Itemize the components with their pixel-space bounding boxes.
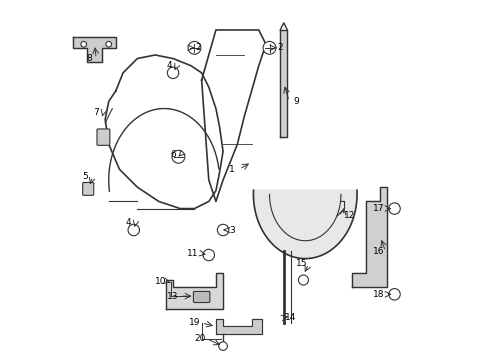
Text: 12: 12 bbox=[344, 211, 355, 220]
Text: 11: 11 bbox=[186, 249, 198, 258]
Text: 17: 17 bbox=[372, 204, 384, 213]
Text: 9: 9 bbox=[293, 97, 299, 106]
Circle shape bbox=[81, 41, 86, 47]
Text: 8: 8 bbox=[86, 54, 92, 63]
Polygon shape bbox=[351, 187, 386, 287]
Text: 6: 6 bbox=[170, 150, 176, 159]
Circle shape bbox=[106, 41, 111, 47]
Text: 3: 3 bbox=[229, 225, 234, 234]
Text: 5: 5 bbox=[82, 172, 88, 181]
Text: 2: 2 bbox=[195, 43, 201, 52]
Circle shape bbox=[217, 224, 228, 236]
Text: 13: 13 bbox=[167, 292, 179, 301]
Circle shape bbox=[218, 342, 227, 350]
Text: 7: 7 bbox=[93, 108, 99, 117]
Polygon shape bbox=[73, 37, 116, 62]
Text: 1: 1 bbox=[229, 165, 234, 174]
Circle shape bbox=[167, 67, 179, 78]
Text: 19: 19 bbox=[188, 318, 200, 327]
Text: 15: 15 bbox=[295, 260, 307, 269]
FancyBboxPatch shape bbox=[82, 183, 94, 195]
Text: 4: 4 bbox=[166, 61, 172, 70]
Text: 10: 10 bbox=[155, 277, 166, 286]
Text: 18: 18 bbox=[372, 290, 384, 299]
Text: 16: 16 bbox=[372, 247, 384, 256]
Circle shape bbox=[298, 275, 308, 285]
Circle shape bbox=[388, 203, 400, 214]
Polygon shape bbox=[280, 30, 287, 137]
Polygon shape bbox=[165, 273, 223, 309]
Circle shape bbox=[203, 249, 214, 261]
Circle shape bbox=[188, 41, 201, 54]
Circle shape bbox=[172, 150, 184, 163]
Text: 20: 20 bbox=[194, 334, 205, 343]
Polygon shape bbox=[216, 319, 262, 334]
Text: 4: 4 bbox=[125, 219, 131, 228]
Text: 14: 14 bbox=[285, 313, 296, 322]
Text: 2: 2 bbox=[277, 43, 283, 52]
Polygon shape bbox=[201, 30, 265, 202]
FancyBboxPatch shape bbox=[97, 129, 110, 145]
Circle shape bbox=[263, 41, 275, 54]
Circle shape bbox=[388, 289, 400, 300]
Polygon shape bbox=[253, 190, 356, 258]
Circle shape bbox=[128, 224, 139, 236]
FancyBboxPatch shape bbox=[193, 292, 209, 302]
